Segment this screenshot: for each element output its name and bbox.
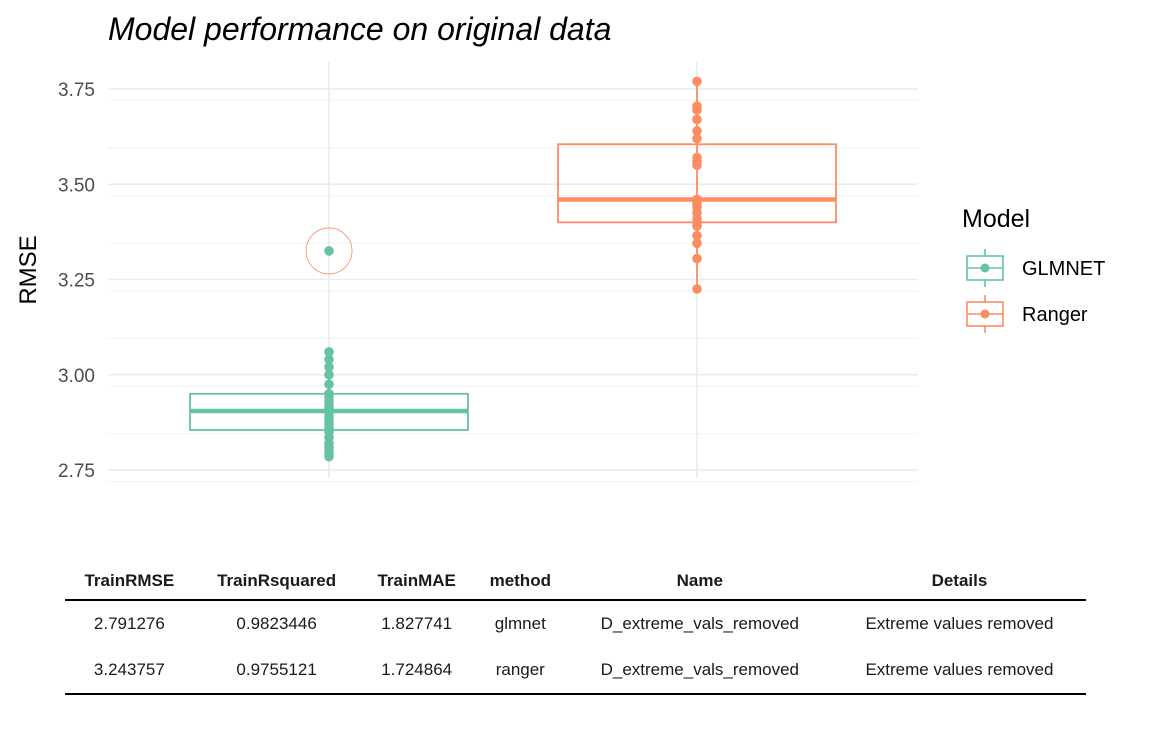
table-cell: 3.243757 [65, 647, 194, 695]
results-table: TrainRMSE TrainRsquared TrainMAE method Name… [65, 562, 1086, 695]
table-cell: 0.9755121 [193, 647, 360, 695]
legend: Model GLMNET Ranger [962, 205, 1105, 333]
data-point [692, 133, 702, 144]
box-ranger [557, 76, 837, 294]
table-cell: 1.827741 [381, 614, 453, 633]
data-point [324, 369, 334, 380]
data-point [692, 238, 702, 249]
table-cell: ranger [473, 647, 567, 695]
table-body: 2.791276 0.9823446 1.827741 glmnet D_extreme… [65, 600, 1086, 695]
y-tick-label: 2.75 [58, 461, 95, 482]
table-cell: 0.9823446 [236, 614, 317, 633]
data-point [324, 362, 334, 372]
chart-title: Model performance on original data [108, 11, 611, 47]
y-tick-label: 3.00 [58, 366, 95, 387]
column-header: Details [832, 562, 1086, 601]
data-point [692, 194, 702, 205]
column-header: TrainRMSE [65, 562, 194, 601]
y-tick-label: 3.25 [58, 271, 95, 292]
legend-key-point [980, 309, 990, 319]
column-header: TrainRsquared [193, 562, 360, 601]
table-row: 3.243757 0.9755121 1.724864 ranger D_extreme… [65, 647, 1086, 695]
y-tick-labels: 2.75 3.00 3.25 3.50 3.75 [58, 80, 95, 482]
table-cell: Extreme values removed [832, 647, 1086, 695]
data-point [692, 230, 702, 241]
table-cell: Extreme values removed [865, 614, 1054, 633]
y-axis-label: RMSE [15, 235, 42, 304]
table-cell: 2.791276 [93, 614, 165, 633]
y-tick-label: 3.75 [58, 80, 95, 101]
data-point [692, 101, 702, 111]
legend-item-ranger: Ranger [966, 295, 1088, 333]
data-point [692, 76, 702, 87]
data-point [692, 126, 702, 136]
legend-title: Model [962, 205, 1030, 233]
table-cell: D_extreme_vals_removed [566, 647, 833, 695]
table-cell: D_extreme_vals_removed [600, 614, 800, 633]
boxplot-chart: Model performance on original data RMSE … [15, 11, 1105, 482]
table-cell: glmnet [494, 614, 546, 633]
box-glmnet [189, 227, 469, 462]
table-row: 2.791276 0.9823446 1.827741 glmnet D_extreme… [65, 600, 1086, 647]
data-point [324, 389, 334, 399]
data-point [324, 347, 334, 357]
column-header: Name [566, 562, 833, 601]
legend-label: GLMNET [1022, 258, 1105, 280]
legend-label: Ranger [1022, 304, 1088, 326]
table-cell: 1.724864 [359, 647, 474, 695]
data-point [324, 379, 334, 390]
column-header: TrainMAE [359, 562, 474, 601]
outlier-point [324, 246, 334, 256]
column-header: method [473, 562, 567, 601]
y-tick-label: 3.50 [58, 175, 95, 196]
data-point [324, 354, 334, 365]
table-header-row: TrainRMSE TrainRsquared TrainMAE method Name… [65, 562, 1086, 601]
data-point [692, 152, 702, 163]
plot-area [189, 76, 837, 462]
data-point [692, 284, 702, 294]
data-point [692, 253, 702, 264]
data-point [692, 114, 702, 125]
outlier-highlight-ring [305, 227, 353, 275]
grid-lines [108, 62, 918, 482]
legend-item-glmnet: GLMNET [966, 249, 1105, 287]
legend-key-point [980, 263, 990, 273]
